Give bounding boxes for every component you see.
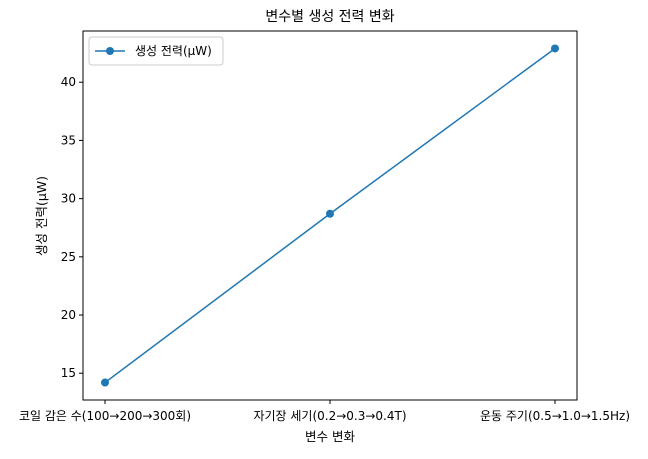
legend-box	[88, 36, 224, 66]
data-point	[101, 378, 109, 387]
y-tick-label: 15	[61, 366, 76, 380]
y-tick-label: 20	[61, 308, 76, 322]
y-axis: 15 20 25 30 35 40	[61, 75, 83, 380]
y-tick-label: 25	[61, 250, 76, 264]
legend-marker	[106, 47, 114, 55]
legend-label: 생성 전력(μW)	[135, 44, 212, 58]
x-tick-label: 자기장 세기(0.2→0.3→0.4T)	[253, 409, 406, 423]
x-axis: 코일 감은 수(100→200→300회) 자기장 세기(0.2→0.3→0.4T…	[19, 400, 630, 423]
legend: 생성 전력(μW)	[88, 36, 224, 66]
x-tick-label: 운동 주기(0.5→1.0→1.5Hz)	[480, 409, 630, 423]
x-axis-title: 변수 변화	[305, 429, 355, 444]
data-point	[326, 209, 334, 218]
y-tick-label: 40	[61, 75, 76, 89]
y-tick-label: 35	[61, 133, 76, 147]
series-layer	[101, 44, 559, 387]
chart-title: 변수별 생성 전력 변화	[265, 9, 394, 25]
data-point	[551, 44, 559, 53]
y-tick-label: 30	[61, 192, 76, 206]
y-axis-title: 생성 전력(μW)	[34, 176, 49, 256]
x-tick-label: 코일 감은 수(100→200→300회)	[19, 409, 191, 423]
